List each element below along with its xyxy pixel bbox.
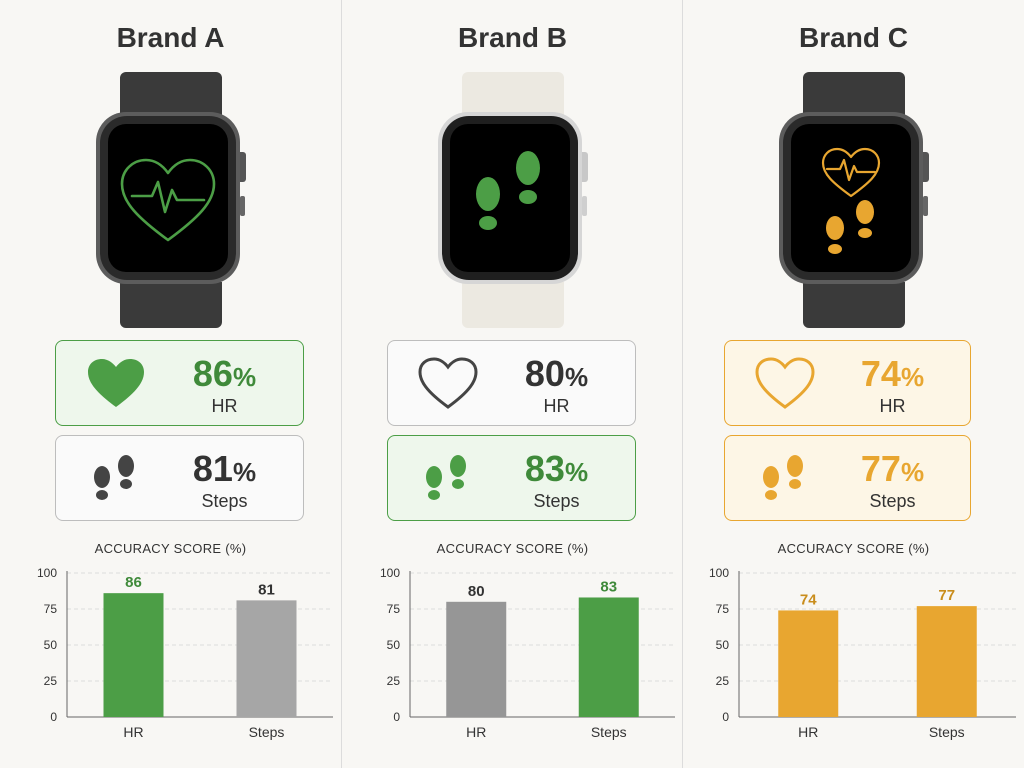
hr-unit: % <box>232 362 257 392</box>
footprints-icon <box>825 200 874 254</box>
y-tick-label: 100 <box>380 566 400 580</box>
x-tick-label: Steps <box>249 724 285 740</box>
hr-number: 86 <box>192 353 233 394</box>
brand-title: Brand B <box>458 22 567 53</box>
data-label: 80 <box>468 583 485 600</box>
hr-unit: % <box>900 362 925 392</box>
chart-title: ACCURACY SCORE (%) <box>777 541 930 556</box>
y-tick-label: 50 <box>716 638 730 652</box>
steps-value: 83% <box>488 448 625 490</box>
steps-value: 81% <box>156 448 293 490</box>
accuracy-bar-chart: 0 25 50 75 100 86 HR 81 Steps <box>37 566 333 740</box>
footprints-icon <box>763 455 803 500</box>
steps-number: 77 <box>860 448 901 489</box>
steps-accuracy-card: 77% Steps <box>724 435 971 521</box>
bar-hr <box>778 610 839 717</box>
heart-outline-icon <box>755 357 815 409</box>
chart-title: ACCURACY SCORE (%) <box>436 541 589 556</box>
bar-steps <box>916 606 977 717</box>
footprints-icon <box>94 455 134 500</box>
hr-label: HR <box>879 396 906 416</box>
smartwatch-image <box>437 72 588 328</box>
y-tick-label: 50 <box>387 638 401 652</box>
y-tick-label: 75 <box>44 602 58 616</box>
x-tick-label: HR <box>466 724 486 740</box>
data-label: 86 <box>125 574 142 591</box>
chart-title: ACCURACY SCORE (%) <box>94 541 247 556</box>
accuracy-bar-chart: 0 25 50 75 100 80 HR 83 Steps <box>380 566 675 740</box>
y-tick-label: 25 <box>44 674 58 688</box>
steps-accuracy-card: 83% Steps <box>387 435 636 521</box>
heart-pulse-icon <box>821 147 880 198</box>
brand-b-column: Brand B 80% HR 83% Steps ACCURACY SCORE … <box>342 0 683 768</box>
y-tick-label: 0 <box>50 710 57 724</box>
steps-label: Steps <box>533 491 580 511</box>
column-divider <box>341 0 342 768</box>
y-tick-label: 50 <box>44 638 58 652</box>
data-label: 77 <box>938 587 955 604</box>
data-label: 74 <box>800 591 817 608</box>
x-tick-label: Steps <box>591 724 627 740</box>
x-tick-label: Steps <box>929 724 965 740</box>
data-label: 83 <box>600 578 617 595</box>
hr-accuracy-card: 86% HR <box>55 340 304 426</box>
column-divider <box>682 0 683 768</box>
hr-label: HR <box>543 396 570 416</box>
bar-steps <box>236 600 297 717</box>
heart-filled-icon <box>88 359 144 407</box>
y-tick-label: 25 <box>716 674 730 688</box>
steps-label: Steps <box>201 491 248 511</box>
steps-number: 83 <box>524 448 565 489</box>
heart-pulse-icon <box>120 158 215 242</box>
y-tick-label: 100 <box>37 566 57 580</box>
steps-unit: % <box>900 457 925 487</box>
y-tick-label: 25 <box>387 674 401 688</box>
smartwatch-image <box>95 72 246 328</box>
hr-accuracy-card: 80% HR <box>387 340 636 426</box>
footprints-icon <box>475 151 540 230</box>
hr-value: 86% <box>156 353 293 395</box>
data-label: 81 <box>258 581 275 598</box>
heart-outline-icon <box>418 357 478 409</box>
steps-accuracy-card: 81% Steps <box>55 435 304 521</box>
brand-c-column: Brand C 74% HR 77% Steps ACCURACY SCOR <box>683 0 1024 768</box>
y-tick-label: 75 <box>387 602 401 616</box>
steps-value: 77% <box>825 448 960 490</box>
y-tick-label: 0 <box>393 710 400 724</box>
brand-title: Brand A <box>116 22 225 53</box>
steps-unit: % <box>232 457 257 487</box>
y-tick-label: 75 <box>716 602 730 616</box>
steps-number: 81 <box>192 448 233 489</box>
smartwatch-image <box>778 72 929 328</box>
hr-unit: % <box>564 362 589 392</box>
y-tick-label: 100 <box>709 566 729 580</box>
y-tick-label: 0 <box>722 710 729 724</box>
hr-number: 80 <box>524 353 565 394</box>
bar-hr <box>446 601 507 717</box>
bar-hr <box>103 593 164 717</box>
brand-title: Brand C <box>799 22 908 53</box>
brand-a-column: Brand A 86% HR 81% Steps ACCURACY SCORE … <box>0 0 341 768</box>
bar-steps <box>578 597 639 717</box>
hr-value: 80% <box>488 353 625 395</box>
hr-number: 74 <box>860 353 901 394</box>
hr-label: HR <box>211 396 238 416</box>
hr-value: 74% <box>825 353 960 395</box>
footprints-icon <box>426 455 466 500</box>
steps-unit: % <box>564 457 589 487</box>
x-tick-label: HR <box>798 724 818 740</box>
accuracy-bar-chart: 0 25 50 75 100 74 HR 77 Steps <box>709 566 1016 740</box>
x-tick-label: HR <box>123 724 143 740</box>
hr-accuracy-card: 74% HR <box>724 340 971 426</box>
steps-label: Steps <box>869 491 916 511</box>
